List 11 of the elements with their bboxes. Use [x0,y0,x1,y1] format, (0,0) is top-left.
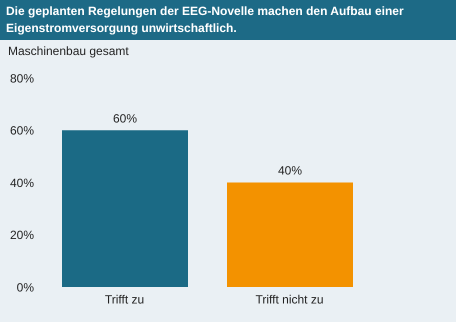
y-tick-label: 20% [10,228,34,242]
data-label: 40% [278,164,302,178]
y-tick-label: 60% [10,124,34,138]
chart-title: Die geplanten Regelungen der EEG-Novelle machen den Aufbau einer Eigenstromversorgung unwirtschaftlich. [0,0,456,40]
y-tick-label: 80% [10,71,34,86]
y-tick-label: 0% [16,280,34,294]
x-tick-label: Trifft nicht zu [255,292,324,307]
chart-subtitle: Maschinenbau gesamt [8,44,129,58]
x-tick-label: Trifft zu [104,292,144,307]
data-label: 60% [112,111,138,126]
y-tick-label: 40% [10,176,34,190]
